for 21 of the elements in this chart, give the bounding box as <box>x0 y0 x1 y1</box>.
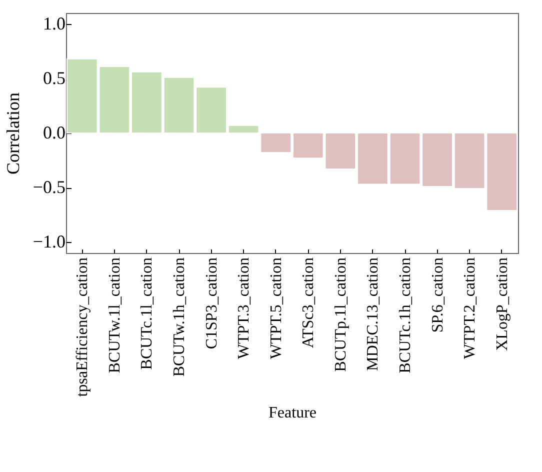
x-tick-label: SP.6_cation <box>429 258 446 333</box>
y-tick-label: −1.0 <box>32 232 66 252</box>
x-tick-label: BCUTc.1h_cation <box>397 258 414 374</box>
x-tick-label: BCUTc.1l_cation <box>138 258 156 370</box>
y-axis-title: Correlation <box>2 92 23 174</box>
x-tick-label: BCUTw.1h_cation <box>171 258 188 377</box>
x-tick-label: tpsaEfficiency_cation <box>74 258 92 397</box>
x-tick-label: C1SP3_cation <box>203 258 220 350</box>
x-tick-label: BCUTp.1l_cation <box>332 258 350 372</box>
x-tick-label: WTPT.5_cation <box>268 258 285 359</box>
x-tick-label: ATSc3_cation <box>300 258 318 348</box>
x-tick-label: WTPT.3_cation <box>236 258 253 359</box>
y-tick-label: 0.0 <box>43 122 66 142</box>
y-tick-label: −0.5 <box>32 177 66 198</box>
x-tick-label: XLogP_cation <box>494 258 511 351</box>
x-axis-title: Feature <box>268 404 316 422</box>
y-tick-label: 1.0 <box>43 13 66 34</box>
x-tick-label: BCUTw.1l_cation <box>106 258 124 374</box>
y-tick-label: 0.5 <box>43 68 66 88</box>
x-tick-label: MDEC.13_cation <box>364 258 382 371</box>
x-tick-label: WTPT.2_cation <box>462 258 479 359</box>
